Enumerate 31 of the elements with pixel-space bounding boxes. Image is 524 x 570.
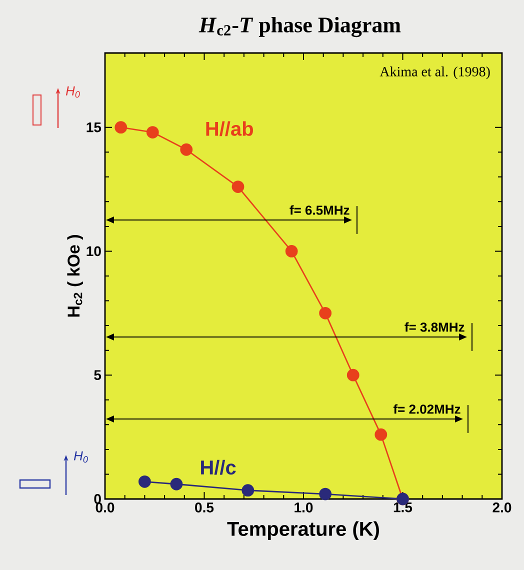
x-tick-label: 2.0 bbox=[492, 502, 512, 512]
point bbox=[285, 245, 298, 258]
annotation: f= 3.8MHz bbox=[404, 322, 464, 332]
point bbox=[346, 368, 360, 382]
annotation: f= 2.02MHz bbox=[393, 404, 460, 414]
point bbox=[319, 488, 332, 500]
point bbox=[319, 306, 332, 320]
y-tick-label: 5 bbox=[94, 370, 102, 380]
annotation: Akima et al. (1998) bbox=[380, 66, 490, 80]
point bbox=[232, 180, 244, 193]
x-tick-label: 0.5 bbox=[195, 502, 214, 512]
x-tick-label: 1.5 bbox=[394, 502, 412, 512]
annotation: f= 6.5MHz bbox=[290, 205, 350, 215]
x-tick-label: 0.0 bbox=[96, 502, 114, 512]
point bbox=[374, 428, 388, 441]
text: H$_{0}$ bbox=[74, 451, 88, 463]
text: H$_{0}$ bbox=[66, 86, 80, 98]
point bbox=[114, 121, 128, 134]
x-tick-label: 1.0 bbox=[294, 502, 313, 512]
point bbox=[170, 478, 183, 490]
point bbox=[146, 126, 159, 138]
y-tick-label: 15 bbox=[86, 122, 102, 132]
series-label: H//ab bbox=[206, 121, 253, 136]
y-axis-title: H$_{c2}$ ( kOe ) bbox=[67, 235, 84, 317]
point bbox=[180, 143, 193, 156]
point bbox=[138, 475, 151, 488]
point bbox=[242, 484, 254, 497]
y-tick-label: 10 bbox=[86, 246, 101, 256]
chart-title: H$_{c2}$-T phase Diagram bbox=[198, 16, 401, 38]
x-axis-title: Temperature (K) bbox=[227, 521, 379, 540]
series-label: H//c bbox=[201, 460, 236, 475]
